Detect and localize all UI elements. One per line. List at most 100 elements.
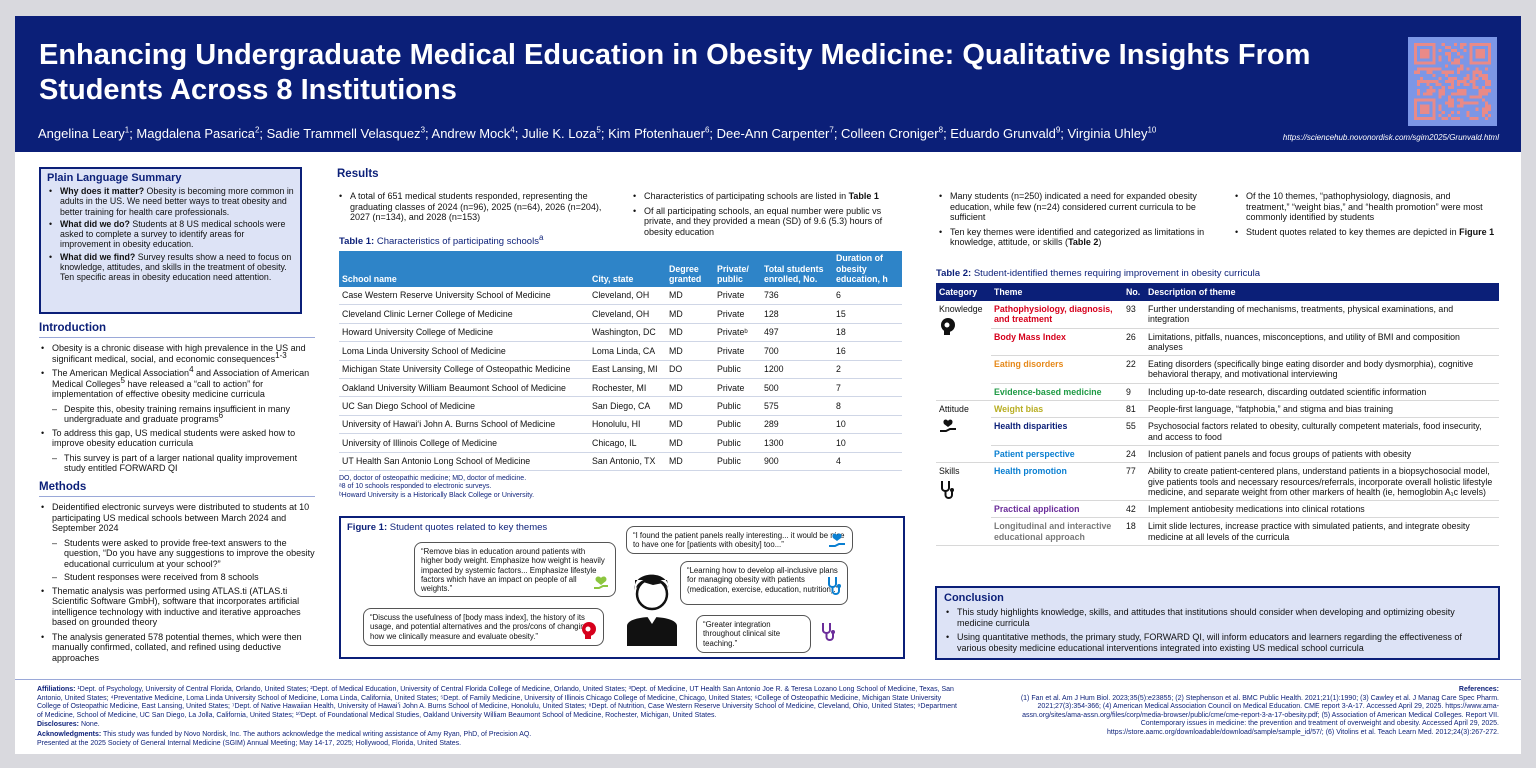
quote-bubble: “Remove bias in education around patient… bbox=[414, 542, 616, 597]
table2-row: Eating disorders 22 Eating disorders (spec… bbox=[936, 355, 1499, 384]
author-affiliation: 8 bbox=[938, 125, 944, 135]
table1-cell: 8 bbox=[833, 396, 902, 416]
table1-cell: Howard University College of Medicine bbox=[339, 323, 589, 343]
table1-cell: MD bbox=[666, 433, 714, 453]
author-affiliation: 10 bbox=[1147, 125, 1157, 135]
table1-cell: Public bbox=[714, 452, 761, 471]
pls-answer: Survey results show a need to focus on k… bbox=[60, 251, 292, 283]
table1-header-row: School name City, state Degree granted P… bbox=[339, 251, 902, 287]
table1-cell: Public bbox=[714, 396, 761, 416]
table1-cell: Private bbox=[714, 304, 761, 324]
table1-cell: MD bbox=[666, 286, 714, 306]
table1-cell: Washington, DC bbox=[589, 323, 666, 343]
disclosures-label: Disclosures: bbox=[37, 721, 80, 728]
table1-cell: Honolulu, HI bbox=[589, 415, 666, 435]
table1-cell: DO bbox=[666, 360, 714, 379]
theme-count: 93 bbox=[1123, 301, 1145, 329]
table1-row: Loma Linda University School of Medicine… bbox=[339, 341, 902, 361]
author: Julie K. Loza bbox=[521, 126, 597, 141]
theme-description: Ability to create patient-centered plans… bbox=[1145, 462, 1499, 502]
author-list: Angelina Leary1; Magdalena Pasarica2; Sa… bbox=[38, 125, 1157, 141]
category-label: Skills bbox=[939, 466, 960, 477]
table1-cell: 2 bbox=[833, 360, 902, 379]
brain-gears-icon bbox=[939, 317, 988, 337]
quote-text: “Remove bias in education around patient… bbox=[421, 547, 605, 594]
footnote-marker: a bbox=[538, 232, 544, 242]
references: References: (1) Fan et al. Am J Hum Biol.… bbox=[1019, 686, 1499, 738]
table2-row: Health disparities 55 Psychosocial factors… bbox=[936, 417, 1499, 446]
stethoscope-icon bbox=[939, 480, 988, 502]
head-gears-icon bbox=[582, 622, 596, 639]
table1-cell: MD bbox=[666, 396, 714, 416]
methods-heading: Methods bbox=[39, 481, 315, 497]
table1-row: Cleveland Clinic Lerner College of Medic… bbox=[339, 304, 902, 324]
theme-cell: Health disparities bbox=[991, 417, 1123, 446]
references-text: (1) Fan et al. Am J Hum Biol. 2023;35(5)… bbox=[1020, 694, 1499, 736]
theme-description: Including up-to-date research, discardin… bbox=[1145, 383, 1499, 402]
pls-answer: Obesity is becoming more common in adult… bbox=[60, 186, 294, 217]
theme-description: Psychosocial factors related to obesity,… bbox=[1145, 417, 1499, 446]
conclusion-heading: Conclusion bbox=[944, 592, 1004, 604]
table2-category-cell: Skills bbox=[936, 462, 991, 547]
theme-count: 18 bbox=[1123, 517, 1145, 547]
results-bullet: Characteristics of participating schools… bbox=[631, 191, 901, 202]
table1-cell: Private bbox=[714, 378, 761, 398]
table1-cell: San Antonio, TX bbox=[589, 452, 666, 471]
theme-cell: Eating disorders bbox=[991, 355, 1123, 384]
theme-count: 77 bbox=[1123, 462, 1145, 502]
quote-bubble: “Discuss the usefulness of [body mass in… bbox=[363, 608, 604, 646]
table1-cell: Rochester, MI bbox=[589, 378, 666, 398]
theme-count: 55 bbox=[1123, 417, 1145, 446]
author: Angelina Leary bbox=[38, 126, 125, 141]
theme-description: Further understanding of mechanisms, tre… bbox=[1145, 301, 1499, 329]
table2-row: Evidence-based medicine 9 Including up-to-… bbox=[936, 383, 1499, 402]
quote-bubble: “Learning how to develop all-inclusive p… bbox=[680, 561, 848, 605]
intro-text: The American Medical Association bbox=[52, 368, 190, 378]
poster-url[interactable]: https://sciencehub.novonordisk.com/sgim2… bbox=[1282, 133, 1499, 142]
results-list-2: Characteristics of participating schools… bbox=[631, 191, 901, 241]
results-bullet: Many students (n=250) indicated a need f… bbox=[937, 191, 1219, 223]
theme-description: People-first language, “fatphobia,” and … bbox=[1145, 400, 1499, 419]
presented-at: Presented at the 2025 Society of General… bbox=[37, 740, 462, 747]
table1-cell: 1200 bbox=[761, 360, 833, 379]
author-affiliation: 4 bbox=[510, 125, 515, 135]
table1-cell: University of Illinois College of Medici… bbox=[339, 433, 589, 453]
table1-cell: Loma Linda, CA bbox=[589, 341, 666, 361]
table2-header: Description of theme bbox=[1145, 283, 1499, 301]
table1-cell: East Lansing, MI bbox=[589, 360, 666, 379]
table1: School name City, state Degree granted P… bbox=[339, 251, 902, 471]
qr-code[interactable] bbox=[1408, 37, 1497, 126]
theme-description: Eating disorders (specifically binge eat… bbox=[1145, 355, 1499, 384]
table1-title: Characteristics of participating schools bbox=[374, 236, 539, 247]
intro-bullet: Obesity is a chronic disease with high p… bbox=[39, 343, 315, 364]
header: Enhancing Undergraduate Medical Educatio… bbox=[15, 16, 1521, 152]
table2-header: Theme bbox=[991, 283, 1123, 301]
poster-title: Enhancing Undergraduate Medical Educatio… bbox=[39, 39, 1311, 106]
stethoscope-icon bbox=[822, 623, 835, 641]
table2-title: Student-identified themes requiring impr… bbox=[971, 268, 1261, 279]
methods-bullet: Thematic analysis was performed using AT… bbox=[39, 586, 315, 628]
table1-label: Table 1: bbox=[339, 236, 375, 247]
intro-sub-bullet: This survey is part of a larger national… bbox=[39, 453, 315, 474]
author: Colleen Croniger bbox=[841, 126, 939, 141]
table1-cell: Oakland University William Beaumont Scho… bbox=[339, 378, 589, 398]
table2-header-row: Category Theme No. Description of theme bbox=[936, 283, 1499, 301]
table1-cell: 16 bbox=[833, 341, 902, 361]
table1-cell: UC San Diego School of Medicine bbox=[339, 396, 589, 416]
table1-cell: 289 bbox=[761, 415, 833, 435]
results-bullet: A total of 651 medical students responde… bbox=[337, 191, 617, 223]
table1-cell: Loma Linda University School of Medicine bbox=[339, 341, 589, 361]
table1-footnote: DO, doctor of osteopathic medicine; MD, … bbox=[339, 474, 527, 482]
results-text: Ten key themes were identified and categ… bbox=[950, 226, 1205, 248]
results-text: ) bbox=[1098, 237, 1102, 247]
table1-caption: Table 1: Characteristics of participatin… bbox=[339, 232, 902, 247]
intro-text: and Association of American Medical Coll… bbox=[52, 368, 310, 389]
table1-cell: 128 bbox=[761, 304, 833, 324]
table1-cell: 500 bbox=[761, 378, 833, 398]
table2-category-cell: Attitude bbox=[936, 400, 991, 464]
results-list-4: Of the 10 themes, “pathophysiology, diag… bbox=[1233, 191, 1495, 252]
results-section: Results A total of 651 medical students … bbox=[337, 168, 907, 241]
plain-language-heading: Plain Language Summary bbox=[47, 172, 182, 184]
table1-cell: University of Hawaiʻi John A. Burns Scho… bbox=[339, 415, 589, 435]
table1-header: School name bbox=[339, 251, 589, 287]
